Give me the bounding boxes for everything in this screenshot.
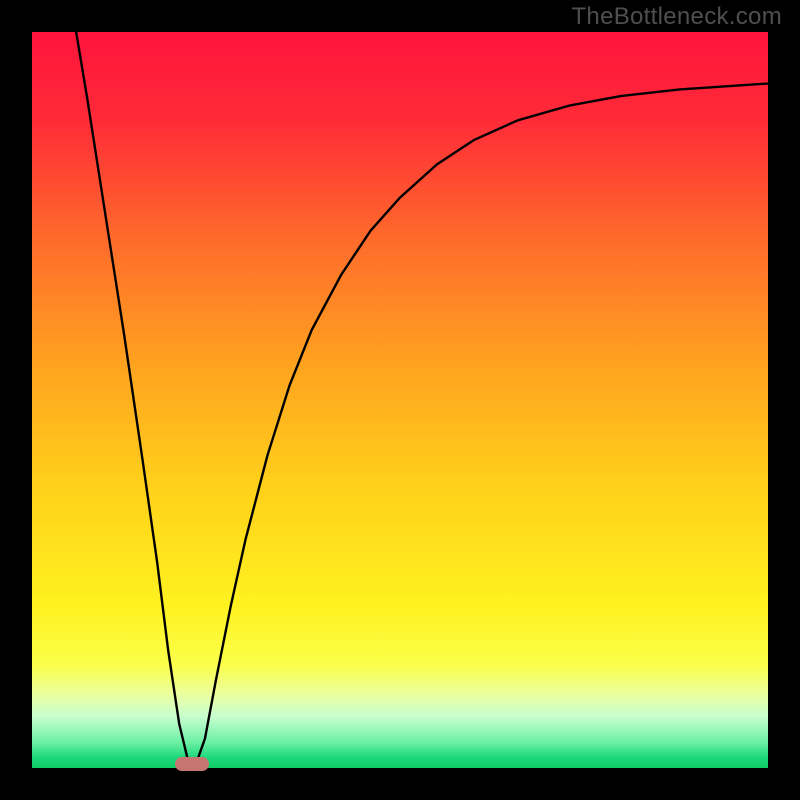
attribution-text: TheBottleneck.com <box>571 3 782 31</box>
chart-container: TheBottleneck.com <box>0 0 800 800</box>
curve-polyline <box>76 32 768 764</box>
optimum-marker <box>175 757 209 771</box>
bottleneck-curve <box>32 32 768 768</box>
plot-area <box>32 32 768 768</box>
